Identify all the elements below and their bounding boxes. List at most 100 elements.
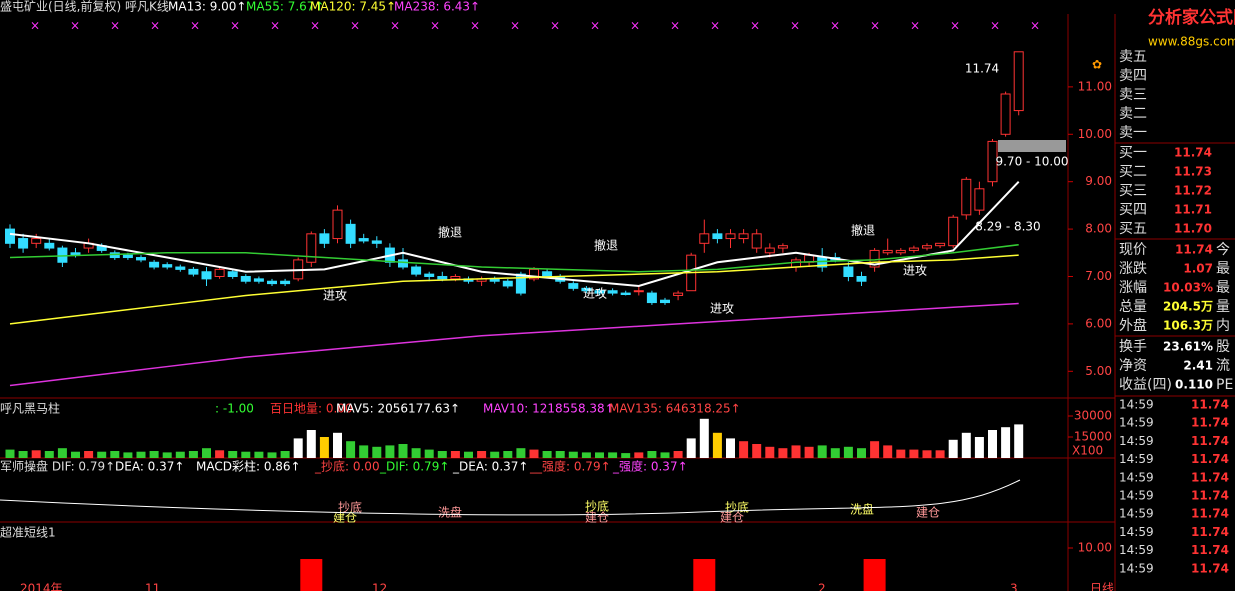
volume-bar [333, 432, 342, 458]
volume-bar [948, 439, 958, 458]
trade-price: 11.74 [1191, 525, 1229, 539]
stat-label: 净资 [1119, 358, 1147, 374]
volume-bar [188, 451, 198, 458]
macd-annotation: 洗盘 [438, 505, 462, 520]
volume-bar [97, 451, 107, 458]
volume-bar [5, 449, 15, 458]
trade-price: 11.74 [1191, 398, 1229, 412]
volume-bar [857, 448, 866, 458]
y-tick-label: 30000 [1074, 409, 1112, 423]
candle-body [738, 233, 749, 240]
volume-bar [555, 451, 565, 458]
trade-price: 11.74 [1191, 416, 1229, 430]
annotation: 进攻 [903, 264, 927, 278]
stat-suffix: 股 [1216, 339, 1230, 355]
candle-body [882, 249, 893, 254]
x-label: 12 [372, 582, 387, 591]
macd-annotation: 建仓 [720, 511, 744, 525]
marker: × [310, 19, 320, 33]
marker: × [910, 19, 920, 33]
volume-bar [31, 450, 41, 458]
candle-body [777, 245, 788, 249]
candle-body [660, 299, 670, 304]
volume-bar [241, 451, 251, 458]
buy-price: 11.74 [1174, 146, 1212, 160]
x-label: 日线 [1090, 582, 1114, 591]
candle-body [240, 275, 251, 282]
logo-icon: ✿ [1092, 58, 1102, 72]
volume-bar [215, 450, 225, 458]
sell-label: 卖五 [1119, 49, 1147, 65]
annotation: 撤退 [851, 223, 875, 238]
candle-body [542, 271, 553, 277]
y-tick-label: 11.00 [1078, 79, 1112, 93]
volume-bar [909, 449, 919, 458]
candle-body [44, 242, 55, 249]
trade-price: 11.74 [1191, 543, 1229, 557]
volume-bar [896, 449, 906, 458]
candle-body [31, 238, 42, 244]
stat-label: 外盘 [1119, 317, 1147, 334]
volume-bar [660, 452, 670, 458]
signal-title: 超准短线1 [0, 525, 56, 540]
marker: × [950, 19, 960, 33]
candle-body [974, 188, 985, 211]
stat-suffix: 最 [1216, 261, 1230, 277]
y-tick-label: 8.00 [1085, 222, 1112, 236]
candle-body [201, 271, 212, 280]
logo: 分析家公式网 [1148, 7, 1235, 28]
marker: × [790, 19, 800, 33]
volume-bar [398, 444, 408, 458]
macd-label: _抄底: 0.00 [314, 459, 380, 474]
sell-label: 卖二 [1119, 106, 1147, 122]
stat-suffix: PE [1216, 377, 1233, 393]
candle-body [581, 287, 592, 292]
trade-time: 14:59 [1119, 398, 1154, 412]
candle-body [5, 228, 15, 244]
volume-bar [673, 451, 683, 458]
marker: × [510, 19, 520, 33]
candle-body [437, 275, 448, 280]
volume-bar [817, 445, 827, 458]
volume-bar [346, 441, 356, 458]
trade-time: 14:59 [1119, 507, 1154, 521]
volume-bar [870, 441, 880, 458]
volume-bar [739, 441, 749, 458]
marker: × [990, 19, 1000, 33]
ma-label: MA13: 9.00↑ [168, 0, 246, 14]
volume-bar [359, 445, 369, 458]
marker: × [670, 19, 680, 33]
stat-suffix: 量 [1216, 299, 1230, 315]
macd-annotation: 建仓 [333, 511, 357, 525]
candle-body [529, 268, 539, 280]
ma-line [9, 243, 1019, 273]
annotation: 撤退 [438, 225, 462, 240]
volume-bar [202, 448, 211, 458]
stat-value: 0.110 [1175, 378, 1213, 392]
candle-body [620, 292, 631, 296]
volume-bar [424, 449, 434, 458]
candle-body [345, 223, 356, 244]
trade-price: 11.74 [1191, 470, 1229, 484]
x-label: 2014年 [20, 582, 63, 591]
macd-annotation: 洗盘 [850, 502, 874, 517]
candle-body [149, 261, 160, 268]
stat-label: 现价 [1119, 242, 1147, 258]
sell-label: 卖三 [1119, 87, 1147, 103]
stat-value: 1.07 [1183, 262, 1213, 276]
volume-label: 百日地量: 0.00 [270, 402, 353, 416]
volume-unit: X100 [1072, 444, 1103, 458]
trade-price: 11.74 [1191, 561, 1229, 575]
candle-body [935, 242, 946, 247]
logo-url: www.88gs.com [1148, 35, 1235, 49]
volume-bar [18, 451, 28, 458]
annotation: 进攻 [323, 289, 347, 303]
ma-label: MA120: 7.45↑ [310, 0, 396, 14]
volume-bar [477, 451, 487, 458]
chart-title: 盛屯矿业(日线,前复权) 呼凡K线 [0, 0, 169, 14]
macd-annotation: 抄底 [585, 499, 609, 514]
buy-label: 买二 [1119, 164, 1147, 180]
stat-value: 23.61% [1163, 340, 1213, 354]
